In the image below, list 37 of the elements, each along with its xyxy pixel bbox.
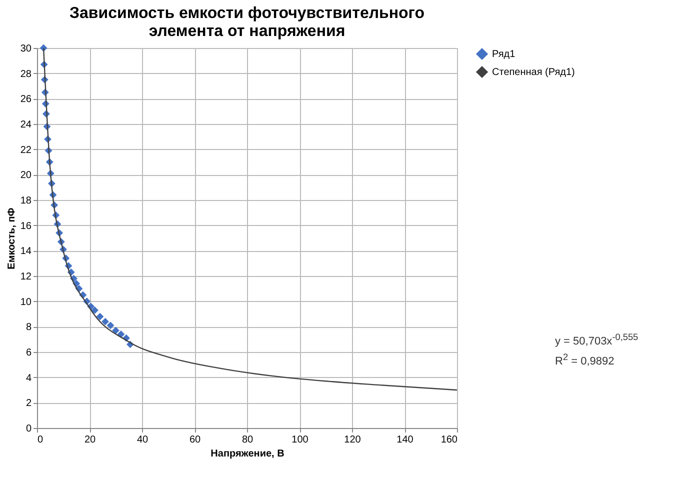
y-tick-label: 26 bbox=[20, 94, 32, 106]
y-tick-label: 6 bbox=[26, 348, 32, 358]
x-tick-label: 40 bbox=[136, 434, 148, 446]
point bbox=[112, 326, 120, 334]
point bbox=[106, 322, 114, 330]
x-tick-label: 0 bbox=[38, 434, 44, 446]
x-tick-label: 120 bbox=[344, 434, 362, 446]
y-tick-label: 28 bbox=[20, 68, 32, 80]
x-tick-label: 60 bbox=[189, 434, 201, 446]
y-tick-label: 16 bbox=[20, 220, 32, 232]
y-tick-label: 18 bbox=[20, 196, 32, 206]
y-tick-label: 30 bbox=[20, 44, 32, 54]
x-tick-label: 20 bbox=[84, 434, 96, 446]
y-tick-label: 0 bbox=[26, 424, 32, 434]
x-tick-label: 140 bbox=[396, 434, 414, 446]
point bbox=[96, 312, 104, 320]
x-tick-label: 80 bbox=[242, 434, 254, 446]
legend-label: Ряд1 bbox=[492, 49, 516, 60]
y-tick-label: 2 bbox=[26, 398, 32, 410]
chart-title: Зависимость емкости фоточувствительного элемента от напряжения bbox=[69, 5, 425, 40]
x-tick-label: 100 bbox=[292, 434, 309, 446]
y-tick-label: 24 bbox=[20, 120, 32, 130]
y-tick-label: 22 bbox=[20, 144, 32, 156]
y-tick-label: 8 bbox=[26, 322, 32, 334]
y-axis-title: Емкость, пФ bbox=[6, 207, 18, 270]
y-tick-label: 20 bbox=[20, 170, 32, 182]
text: R$^{2}$ = 0,9892 bbox=[555, 350, 616, 370]
legend-label: Степенная (Ряд1) bbox=[492, 67, 575, 78]
text: y = 50,703x$^{-0,555}$ bbox=[555, 331, 638, 350]
y-tick-label: 12 bbox=[20, 272, 32, 282]
x-axis-title: Напряжение, В bbox=[210, 448, 284, 460]
point bbox=[102, 318, 109, 326]
y-tick-label: 4 bbox=[26, 372, 32, 384]
y-tick-label: 10 bbox=[20, 296, 32, 308]
x-tick-label: 160 bbox=[440, 434, 458, 446]
y-tick-label: 14 bbox=[20, 246, 32, 258]
point bbox=[91, 306, 98, 314]
